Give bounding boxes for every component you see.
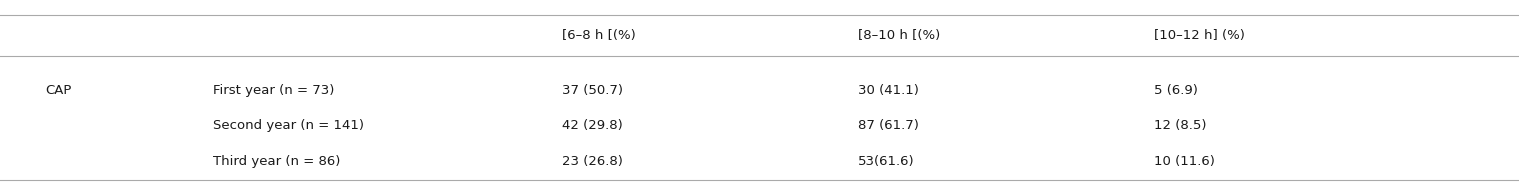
Text: 23 (26.8): 23 (26.8) (562, 155, 623, 168)
Text: CAP: CAP (46, 84, 71, 97)
Text: 12 (8.5): 12 (8.5) (1154, 119, 1208, 133)
Text: [10–12 h] (%): [10–12 h] (%) (1154, 29, 1246, 42)
Text: Second year (n = 141): Second year (n = 141) (213, 119, 363, 133)
Text: 37 (50.7): 37 (50.7) (562, 84, 623, 97)
Text: 87 (61.7): 87 (61.7) (858, 119, 919, 133)
Text: Third year (n = 86): Third year (n = 86) (213, 155, 340, 168)
Text: 5 (6.9): 5 (6.9) (1154, 84, 1198, 97)
Text: 30 (41.1): 30 (41.1) (858, 84, 919, 97)
Text: 10 (11.6): 10 (11.6) (1154, 155, 1215, 168)
Text: 53(61.6): 53(61.6) (858, 155, 914, 168)
Text: First year (n = 73): First year (n = 73) (213, 84, 334, 97)
Text: 42 (29.8): 42 (29.8) (562, 119, 623, 133)
Text: [6–8 h [(%): [6–8 h [(%) (562, 29, 636, 42)
Text: [8–10 h [(%): [8–10 h [(%) (858, 29, 940, 42)
